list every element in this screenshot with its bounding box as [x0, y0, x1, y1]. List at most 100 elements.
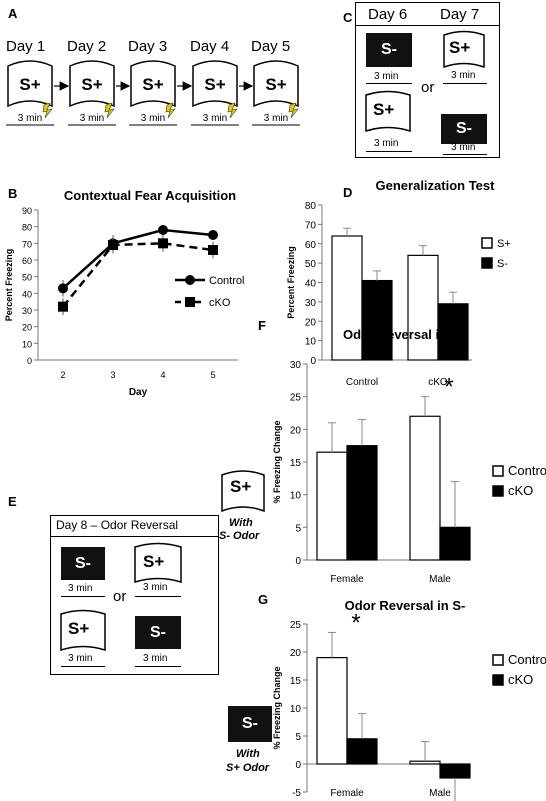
- data-point-control: [158, 225, 168, 235]
- bar-control: [316, 451, 348, 561]
- y-tick-label: 30: [290, 360, 302, 371]
- bar-cko: [346, 445, 378, 561]
- panel-e-dur-2: 3 min: [68, 653, 93, 664]
- y-tick-label: 10: [290, 491, 302, 502]
- category-label: Control: [346, 377, 378, 388]
- legend-swatch: [492, 654, 504, 666]
- chart-b-title: Contextual Fear Acquisition: [64, 188, 236, 203]
- y-tick-label: 80: [305, 201, 317, 212]
- y-axis-label: % Freezing Change: [272, 666, 282, 749]
- significance-marker: *: [351, 609, 360, 636]
- panel-c-or: or: [421, 79, 435, 96]
- bar-control: [409, 760, 441, 765]
- bar-s-: [331, 235, 363, 361]
- panel-e-line-4: [135, 666, 181, 667]
- panel-c-dur-4: 3 min: [451, 142, 476, 153]
- data-point-cko: [208, 245, 218, 255]
- data-point-cko: [158, 238, 168, 249]
- chart-f: Odor Reversal in S+ 0 5 10 15 20 25 30 % Freezin…: [272, 327, 546, 585]
- panel-c-s-plus-1: S+: [449, 38, 471, 57]
- y-tick-label: 40: [22, 289, 32, 299]
- y-tick-label: 70: [22, 239, 32, 249]
- legend-label: Control: [508, 463, 546, 478]
- panel-a-day-1: Day 1: [6, 38, 46, 55]
- data-point-cko: [58, 301, 68, 312]
- panel-c-dur-3: 3 min: [451, 70, 476, 81]
- panel-e-dur-4: 3 min: [143, 653, 168, 664]
- panel-c-divider: [356, 25, 499, 26]
- panel-c-s-minus-2: S-: [441, 114, 487, 144]
- chart-b: Contextual Fear Acquisition 0 10 20 30 40 50 60…: [4, 188, 244, 398]
- panel-a-context-icon: [69, 60, 115, 108]
- chart-g: Odor Reversal in S- -5 0 5 10 15 20 25 % Freezin…: [272, 600, 546, 801]
- y-tick-label: 10: [290, 704, 302, 715]
- y-tick-label: 30: [305, 298, 317, 309]
- panel-c-day6: Day 6: [368, 6, 408, 23]
- y-tick-label: 15: [290, 676, 302, 687]
- y-tick-label: 5: [295, 523, 301, 534]
- y-tick-label: 25: [290, 393, 302, 404]
- data-point-control: [58, 283, 68, 294]
- y-tick-label: 60: [305, 240, 317, 251]
- panel-a-duration: 3 min: [264, 113, 288, 124]
- y-tick-label: 10: [305, 337, 317, 348]
- panel-a-context-icon: [130, 60, 176, 108]
- bar-cko: [439, 763, 471, 779]
- y-axis-label: Percent Freezing: [286, 246, 296, 319]
- panel-e-svg: [60, 542, 182, 652]
- panel-a-context-icon: [7, 60, 53, 108]
- y-tick-label: 50: [22, 273, 32, 283]
- panel-c-s-minus-1: S-: [366, 33, 412, 67]
- panel-c-context-icon-2: [365, 90, 411, 133]
- panel-label-d: D: [343, 185, 353, 200]
- panel-a-context-icon: [192, 60, 238, 108]
- bar-control: [316, 656, 348, 765]
- panel-a-duration: 3 min: [80, 113, 104, 124]
- panel-a-duration: 3 min: [18, 113, 42, 124]
- y-tick-label: 20: [305, 317, 317, 328]
- panel-g-icon-caption-2: S+ Odor: [226, 762, 270, 774]
- legend-label: cKO: [209, 297, 231, 309]
- panel-e-box: Day 8 – Odor Reversal S- 3 min or S- 3 m…: [50, 515, 219, 675]
- y-tick-label: 50: [305, 259, 317, 270]
- bar-s-: [437, 303, 469, 361]
- panel-e-or: or: [113, 588, 127, 605]
- y-tick-label: 15: [290, 458, 302, 469]
- category-label: Female: [330, 574, 364, 585]
- panel-c-line-3: [443, 83, 487, 84]
- panel-e-context-icon-1: [134, 542, 182, 584]
- panel-label-e: E: [8, 494, 17, 509]
- y-tick-label: 90: [22, 206, 32, 216]
- data-point-control: [208, 230, 218, 240]
- y-tick-label: 0: [295, 760, 301, 771]
- panel-g-icon-caption-1: With: [236, 748, 260, 760]
- panel-a-duration: 3 min: [141, 113, 165, 124]
- bar-cko: [439, 526, 471, 561]
- y-tick-label: 20: [290, 648, 302, 659]
- panel-a-duration: 3 min: [203, 113, 227, 124]
- y-tick-label: 0: [310, 356, 316, 367]
- panel-label-c: C: [343, 10, 353, 25]
- x-tick-label: 4: [160, 370, 165, 380]
- panel-a-context-label: S+: [81, 75, 102, 94]
- chart-b-xlabel: Day: [129, 387, 148, 398]
- category-label: cKO: [428, 377, 448, 388]
- panel-a-svg: S+ 3 min S+ 3 min S+ 3 min S+ 3 min S+ 3 min: [6, 60, 300, 126]
- legend-label: S+: [497, 238, 511, 250]
- legend-label: Control: [508, 652, 546, 667]
- data-point-cko: [108, 240, 118, 250]
- panel-a-day-4: Day 4: [190, 38, 230, 55]
- category-label: Male: [429, 788, 451, 799]
- significance-marker: *: [444, 374, 453, 401]
- panel-a-schematic: S+ 3 min S+ 3 min S+ 3 min S+ 3 min S+ 3 min: [0, 0, 330, 140]
- panel-e-s-plus-2: S+: [68, 619, 90, 638]
- panel-e-s-plus-1: S+: [143, 552, 165, 571]
- panel-c-s-plus-2: S+: [373, 100, 395, 119]
- y-tick-label: 5: [295, 732, 301, 743]
- panel-a-day-2: Day 2: [67, 38, 107, 55]
- category-label: Male: [429, 574, 451, 585]
- legend-label: S-: [497, 258, 508, 270]
- panel-e-dur-3: 3 min: [143, 582, 168, 593]
- chart-d: Generalization Test01020304050607080Perc…: [286, 201, 511, 388]
- legend-swatch: [492, 485, 504, 497]
